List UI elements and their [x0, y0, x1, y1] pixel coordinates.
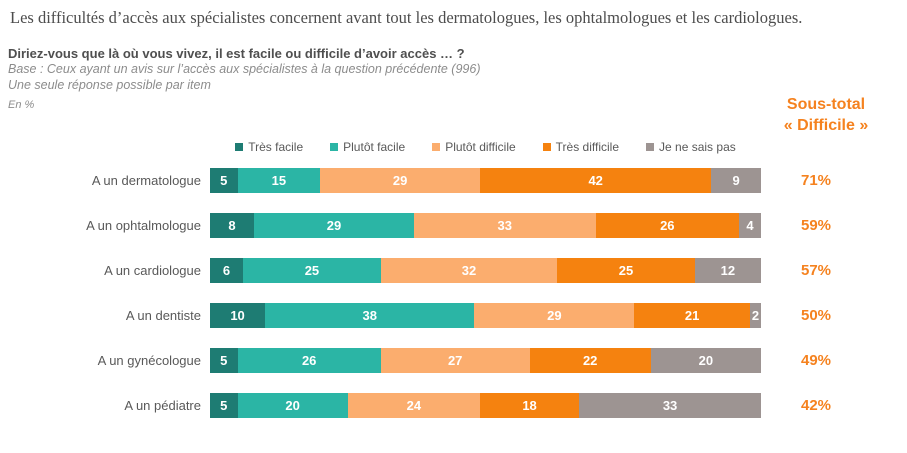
subtotal-difficile-value: 50% [800, 307, 832, 324]
legend-label: Très facile [248, 139, 304, 154]
legend-item-plutot-facile: Plutôt facile [330, 140, 405, 154]
bar-segment-je-ne-sais-pas: 12 [694, 258, 761, 283]
legend-label: Plutôt difficile [445, 139, 516, 154]
stacked-bar: 5 15 29 42 9 [210, 168, 761, 193]
category-label: A un cardiologue [104, 263, 201, 278]
bar-segment-tres-facile: 5 [210, 348, 238, 373]
chart-row-a-un-gynecologue: A un gynécologue 5 26 27 22 20 49% [0, 338, 907, 383]
bar-segment-tres-facile: 10 [210, 303, 266, 328]
bar-segment-tres-difficile: 18 [479, 393, 580, 418]
chart-row-a-un-dentiste: A un dentiste 10 38 29 21 2 50% [0, 293, 907, 338]
legend-swatch-tres-difficile [542, 142, 551, 151]
bar-segment-plutot-facile: 26 [237, 348, 381, 373]
bar-segment-plutot-difficile: 24 [347, 393, 480, 418]
chart-row-a-un-ophtalmologue: A un ophtalmologue 8 29 33 26 4 59% [0, 203, 907, 248]
legend-label: Je ne sais pas [659, 139, 736, 154]
bar-segment-plutot-difficile: 29 [474, 303, 635, 328]
subtotal-difficile-value: 49% [800, 352, 832, 369]
bar-segment-tres-difficile: 25 [557, 258, 695, 283]
subtotal-difficile-value: 42% [800, 397, 832, 414]
subtotal-header-line2: « Difficile » [783, 117, 869, 134]
stacked-bar: 6 25 32 25 12 [210, 258, 761, 283]
bar-segment-plutot-difficile: 27 [380, 348, 530, 373]
legend-swatch-plutot-difficile [432, 142, 441, 151]
bar-segment-plutot-facile: 38 [265, 303, 475, 328]
bar-segment-plutot-facile: 20 [237, 393, 348, 418]
chart-row-a-un-dermatologue: A un dermatologue 5 15 29 42 9 71% [0, 158, 907, 203]
bar-segment-tres-difficile: 21 [634, 303, 750, 328]
stacked-bar: 5 20 24 18 33 [210, 393, 761, 418]
bar-segment-je-ne-sais-pas: 2 [749, 303, 761, 328]
legend-item-tres-facile: Très facile [235, 140, 303, 154]
stacked-bar: 8 29 33 26 4 [210, 213, 761, 238]
subtotal-difficile-value: 71% [800, 172, 832, 189]
chart-row-a-un-pediatre: A un pédiatre 5 20 24 18 33 42% [0, 383, 907, 428]
legend-swatch-plutot-facile [330, 142, 339, 151]
subtotal-difficile-header: Sous-total « Difficile » [751, 94, 901, 136]
page-title: Les difficultés d’accès aux spécialistes… [10, 8, 803, 27]
subtotal-header-line1: Sous-total [786, 96, 866, 113]
chart-row-a-un-cardiologue: A un cardiologue 6 25 32 25 12 57% [0, 248, 907, 293]
bar-segment-je-ne-sais-pas: 20 [650, 348, 761, 373]
unit-label: En % [8, 99, 35, 111]
bar-segment-tres-facile: 5 [210, 393, 238, 418]
survey-base-note: Base : Ceux ayant un avis sur l’accès au… [8, 62, 481, 76]
bar-segment-tres-difficile: 22 [529, 348, 651, 373]
survey-response-note: Une seule réponse possible par item [8, 78, 211, 92]
bar-segment-je-ne-sais-pas: 9 [711, 168, 761, 193]
legend: Très facile Plutôt facile Plutôt difficile… [210, 138, 761, 155]
subtotal-difficile-value: 59% [800, 217, 832, 234]
subtotal-difficile-value: 57% [800, 262, 832, 279]
category-label: A un ophtalmologue [86, 218, 201, 233]
legend-item-je-ne-sais-pas: Je ne sais pas [646, 140, 736, 154]
legend-label: Plutôt facile [343, 139, 406, 154]
bar-segment-plutot-facile: 15 [237, 168, 321, 193]
bar-segment-plutot-facile: 29 [254, 213, 414, 238]
bar-segment-tres-facile: 8 [210, 213, 255, 238]
bar-segment-tres-difficile: 26 [595, 213, 739, 238]
legend-item-tres-difficile: Très difficile [542, 139, 620, 154]
bar-segment-je-ne-sais-pas: 33 [579, 393, 761, 418]
bar-segment-plutot-difficile: 32 [380, 258, 558, 283]
bar-segment-tres-difficile: 42 [479, 168, 712, 193]
bar-segment-plutot-difficile: 33 [413, 213, 596, 238]
category-label: A un pédiatre [124, 398, 201, 413]
bar-segment-tres-facile: 6 [210, 258, 244, 283]
bar-segment-plutot-difficile: 29 [320, 168, 480, 193]
category-label: A un dermatologue [91, 173, 201, 188]
survey-question: Diriez-vous que là où vous vivez, il est… [8, 46, 465, 61]
stacked-bar: 5 26 27 22 20 [210, 348, 761, 373]
bar-segment-je-ne-sais-pas: 4 [738, 213, 761, 238]
bar-segment-plutot-facile: 25 [243, 258, 381, 283]
stacked-bar: 10 38 29 21 2 [210, 303, 761, 328]
category-label: A un dentiste [125, 308, 201, 323]
bar-segment-tres-facile: 5 [210, 168, 238, 193]
legend-label: Très difficile [555, 139, 620, 154]
chart-rows: A un dermatologue 5 15 29 42 9 71% A un ophtalm… [0, 158, 907, 428]
legend-swatch-je-ne-sais-pas [646, 142, 655, 151]
legend-item-plutot-difficile: Plutôt difficile [432, 139, 516, 154]
legend-swatch-tres-facile [235, 142, 244, 151]
category-label: A un gynécologue [97, 353, 201, 368]
